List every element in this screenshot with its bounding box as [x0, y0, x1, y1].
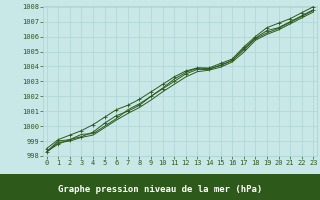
Text: Graphe pression niveau de la mer (hPa): Graphe pression niveau de la mer (hPa) — [58, 185, 262, 194]
